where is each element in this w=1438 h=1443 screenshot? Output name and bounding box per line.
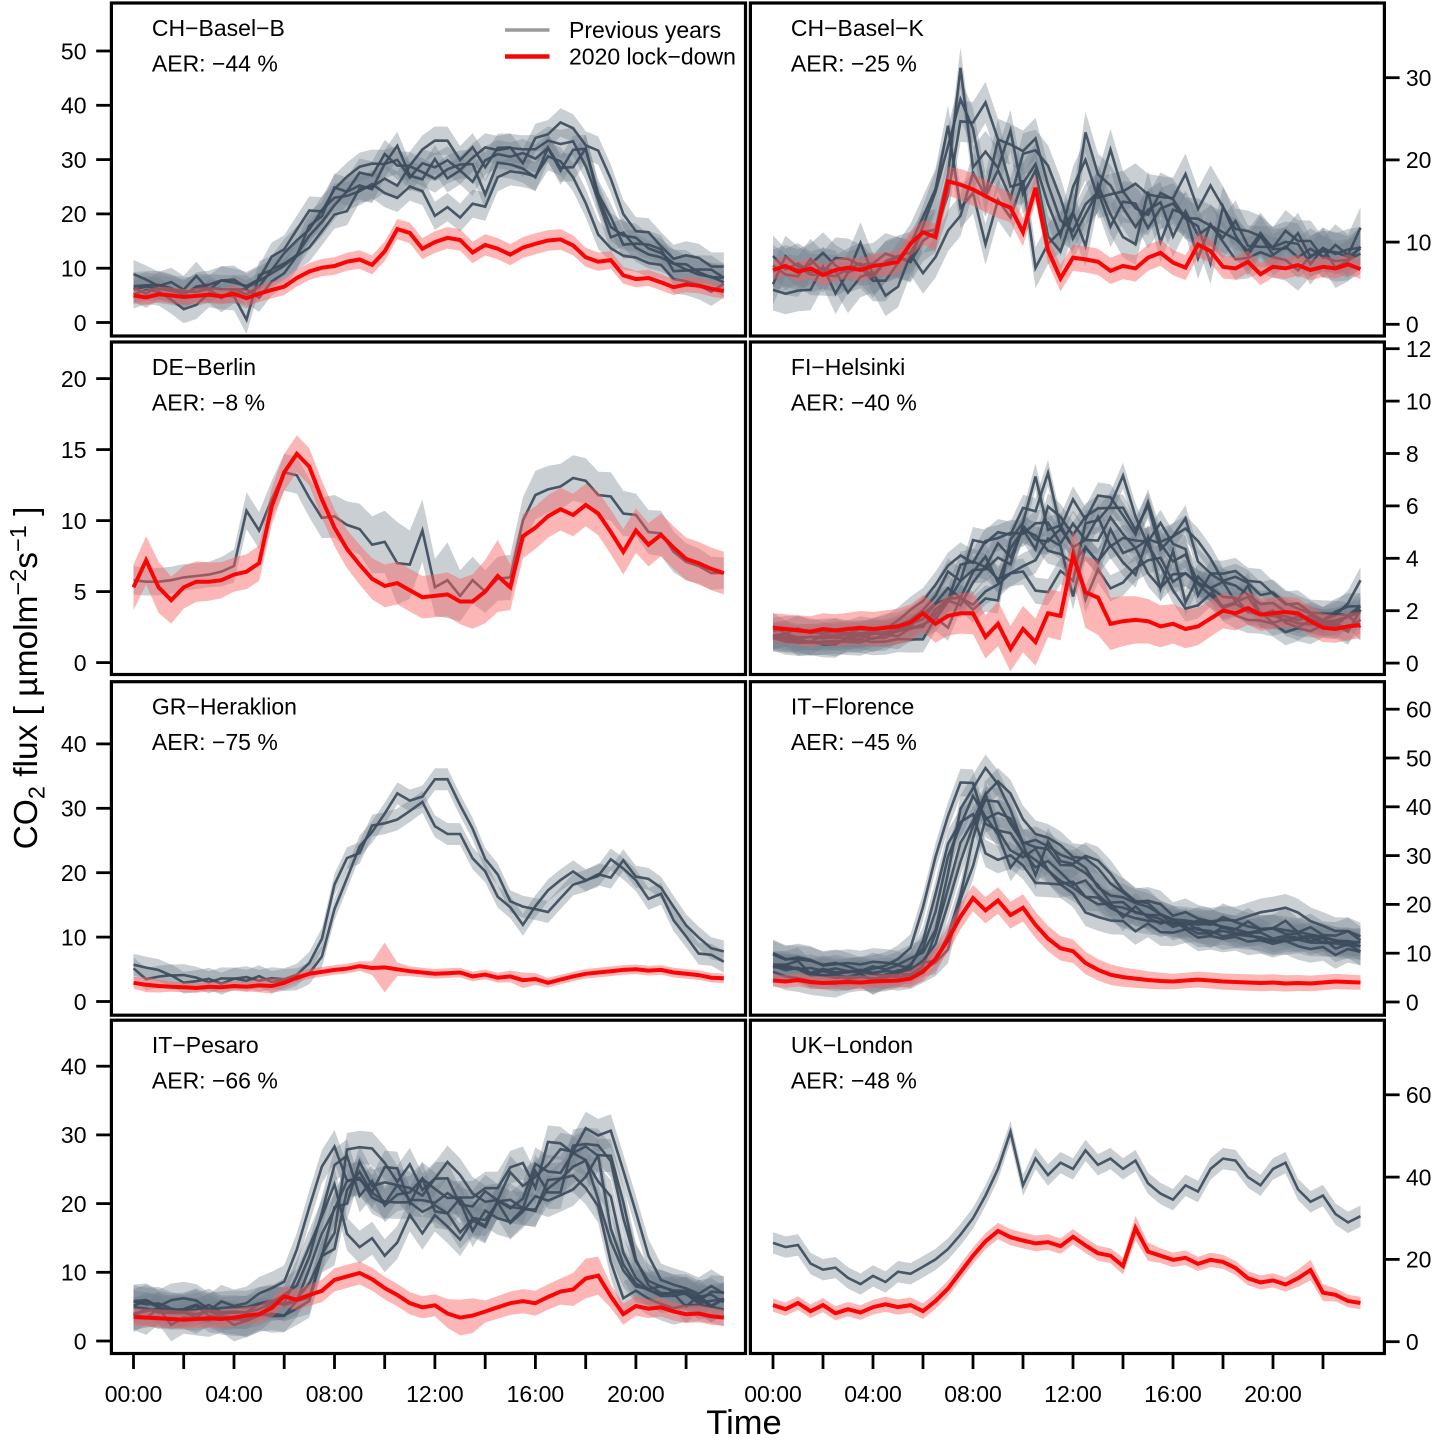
svg-text:00:00: 00:00: [744, 1381, 802, 1407]
svg-text:12:00: 12:00: [1044, 1381, 1102, 1407]
svg-text:60: 60: [1406, 1082, 1432, 1108]
svg-text:0: 0: [74, 1328, 87, 1354]
svg-text:60: 60: [1406, 697, 1432, 723]
svg-text:Time: Time: [706, 1404, 781, 1438]
svg-text:20:00: 20:00: [607, 1381, 665, 1407]
svg-text:AER: −8 %: AER: −8 %: [152, 390, 265, 416]
svg-text:10: 10: [61, 508, 87, 534]
svg-text:0: 0: [74, 989, 87, 1015]
svg-text:20:00: 20:00: [1244, 1381, 1302, 1407]
svg-text:08:00: 08:00: [306, 1381, 364, 1407]
svg-text:2020 lock−down: 2020 lock−down: [569, 44, 736, 70]
svg-text:CH−Basel−B: CH−Basel−B: [152, 15, 285, 41]
svg-text:04:00: 04:00: [844, 1381, 902, 1407]
svg-text:6: 6: [1406, 493, 1419, 519]
svg-text:16:00: 16:00: [507, 1381, 565, 1407]
svg-text:30: 30: [1406, 65, 1432, 91]
svg-text:0: 0: [1406, 312, 1419, 338]
svg-text:AER: −75 %: AER: −75 %: [152, 729, 278, 755]
svg-text:20: 20: [1406, 147, 1432, 173]
svg-text:0: 0: [74, 650, 87, 676]
svg-text:10: 10: [61, 924, 87, 950]
svg-text:20: 20: [61, 366, 87, 392]
svg-text:30: 30: [61, 147, 87, 173]
svg-text:AER: −40 %: AER: −40 %: [791, 390, 917, 416]
svg-text:0: 0: [1406, 650, 1419, 676]
svg-text:04:00: 04:00: [205, 1381, 263, 1407]
svg-text:50: 50: [61, 38, 87, 64]
svg-text:2: 2: [1406, 598, 1419, 624]
svg-text:0: 0: [1406, 1329, 1419, 1355]
svg-text:5: 5: [74, 579, 87, 605]
svg-text:AER: −48 %: AER: −48 %: [791, 1068, 917, 1094]
svg-text:20: 20: [1406, 1247, 1432, 1273]
svg-text:20: 20: [1406, 892, 1432, 918]
svg-text:CH−Basel−K: CH−Basel−K: [791, 15, 925, 41]
svg-text:4: 4: [1406, 546, 1419, 572]
svg-text:IT−Florence: IT−Florence: [791, 694, 914, 720]
svg-text:40: 40: [61, 93, 87, 119]
svg-text:30: 30: [61, 796, 87, 822]
svg-text:0: 0: [1406, 989, 1419, 1015]
svg-text:10: 10: [1406, 388, 1432, 414]
svg-text:00:00: 00:00: [105, 1381, 163, 1407]
svg-text:40: 40: [61, 1054, 87, 1080]
svg-text:16:00: 16:00: [1144, 1381, 1202, 1407]
svg-text:FI−Helsinki: FI−Helsinki: [791, 354, 905, 380]
svg-text:10: 10: [1406, 941, 1432, 967]
svg-text:CO2 flux [ µmolm−2s−1 ]: CO2 flux [ µmolm−2s−1 ]: [5, 507, 50, 850]
svg-text:AER: −66 %: AER: −66 %: [152, 1068, 278, 1094]
svg-text:40: 40: [61, 731, 87, 757]
svg-text:10: 10: [61, 256, 87, 282]
svg-text:AER: −25 %: AER: −25 %: [791, 51, 917, 77]
svg-text:30: 30: [61, 1122, 87, 1148]
svg-text:15: 15: [61, 437, 87, 463]
svg-text:20: 20: [61, 1191, 87, 1217]
svg-text:40: 40: [1406, 1164, 1432, 1190]
svg-text:20: 20: [61, 860, 87, 886]
svg-text:12: 12: [1406, 336, 1432, 362]
svg-text:DE−Berlin: DE−Berlin: [152, 354, 256, 380]
svg-text:Previous years: Previous years: [569, 17, 721, 43]
svg-text:GR−Heraklion: GR−Heraklion: [152, 694, 297, 720]
svg-text:40: 40: [1406, 794, 1432, 820]
svg-text:30: 30: [1406, 843, 1432, 869]
svg-text:AER: −44 %: AER: −44 %: [152, 51, 278, 77]
svg-text:IT−Pesaro: IT−Pesaro: [152, 1032, 259, 1058]
svg-text:20: 20: [61, 201, 87, 227]
svg-text:8: 8: [1406, 441, 1419, 467]
svg-text:10: 10: [1406, 229, 1432, 255]
svg-text:UK−London: UK−London: [791, 1032, 913, 1058]
svg-text:12:00: 12:00: [406, 1381, 464, 1407]
svg-text:50: 50: [1406, 745, 1432, 771]
svg-text:08:00: 08:00: [944, 1381, 1002, 1407]
svg-text:0: 0: [74, 310, 87, 336]
svg-text:AER: −45 %: AER: −45 %: [791, 729, 917, 755]
svg-text:10: 10: [61, 1260, 87, 1286]
